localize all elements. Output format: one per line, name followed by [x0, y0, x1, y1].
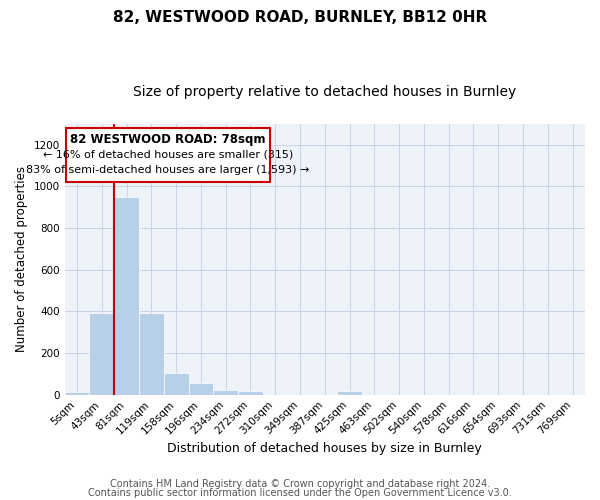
- Text: 83% of semi-detached houses are larger (1,593) →: 83% of semi-detached houses are larger (…: [26, 165, 310, 175]
- Bar: [337, 390, 362, 394]
- FancyBboxPatch shape: [66, 128, 271, 182]
- Text: Contains public sector information licensed under the Open Government Licence v3: Contains public sector information licen…: [88, 488, 512, 498]
- Title: Size of property relative to detached houses in Burnley: Size of property relative to detached ho…: [133, 85, 517, 99]
- Bar: [214, 390, 238, 394]
- Text: 82, WESTWOOD ROAD, BURNLEY, BB12 0HR: 82, WESTWOOD ROAD, BURNLEY, BB12 0HR: [113, 10, 487, 25]
- Bar: [188, 384, 214, 394]
- Bar: [114, 196, 139, 394]
- Bar: [238, 390, 263, 394]
- Bar: [164, 373, 188, 394]
- Text: Contains HM Land Registry data © Crown copyright and database right 2024.: Contains HM Land Registry data © Crown c…: [110, 479, 490, 489]
- Bar: [89, 314, 114, 394]
- X-axis label: Distribution of detached houses by size in Burnley: Distribution of detached houses by size …: [167, 442, 482, 455]
- Bar: [65, 392, 89, 394]
- Y-axis label: Number of detached properties: Number of detached properties: [15, 166, 28, 352]
- Bar: [139, 314, 164, 394]
- Text: ← 16% of detached houses are smaller (315): ← 16% of detached houses are smaller (31…: [43, 150, 293, 160]
- Text: 82 WESTWOOD ROAD: 78sqm: 82 WESTWOOD ROAD: 78sqm: [70, 133, 266, 146]
